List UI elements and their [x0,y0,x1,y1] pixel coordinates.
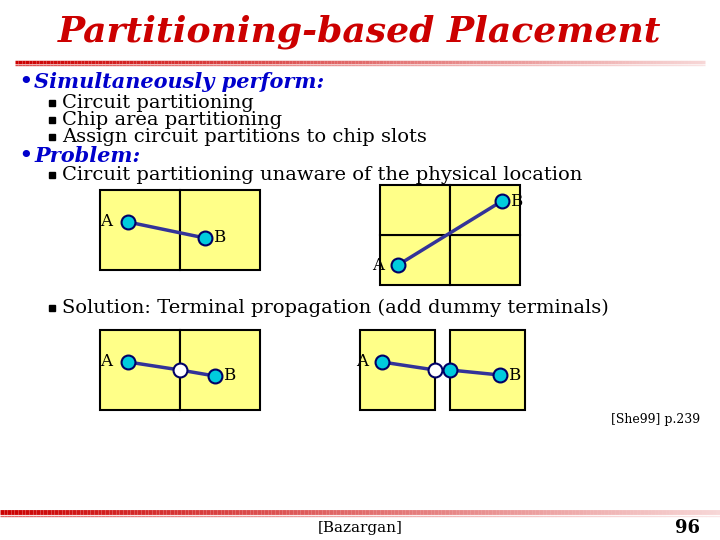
Text: •: • [18,70,32,94]
Bar [450,235,520,285]
Bar [450,330,525,410]
Text: Partitioning-based Placement: Partitioning-based Placement [58,15,662,49]
Bar [100,330,180,410]
Text: Assign circuit partitions to chip slots: Assign circuit partitions to chip slots [62,128,427,146]
Text: [Bazargan]: [Bazargan] [318,521,402,535]
Bar [380,235,450,285]
Bar [180,330,260,410]
Text: 96: 96 [675,519,700,537]
Text: Solution: Terminal propagation (add dummy terminals): Solution: Terminal propagation (add dumm… [62,299,608,317]
Text: •: • [18,144,32,168]
Text: Simultaneously perform:: Simultaneously perform: [34,72,324,92]
Bar [450,185,520,235]
Text: Circuit partitioning unaware of the physical location: Circuit partitioning unaware of the phys… [62,166,582,184]
Text: B: B [510,192,522,210]
Text: A: A [356,354,368,370]
Text: A: A [100,354,112,370]
Text: A: A [372,256,384,273]
Bar [100,190,180,270]
Text: A: A [100,213,112,231]
Text: [She99] p.239: [She99] p.239 [611,414,700,427]
Text: Circuit partitioning: Circuit partitioning [62,94,253,112]
Text: B: B [223,368,235,384]
Text: Chip area partitioning: Chip area partitioning [62,111,282,129]
Text: Problem:: Problem: [34,146,140,166]
Bar [380,185,450,235]
Text: B: B [508,367,521,383]
Bar [360,330,435,410]
Text: B: B [213,230,225,246]
Bar [180,190,260,270]
